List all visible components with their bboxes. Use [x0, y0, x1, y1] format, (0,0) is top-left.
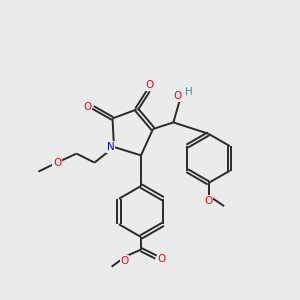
Text: O: O — [174, 91, 182, 101]
Text: O: O — [157, 254, 166, 264]
Text: O: O — [83, 102, 91, 112]
Text: O: O — [53, 158, 61, 168]
Text: O: O — [204, 196, 213, 206]
Text: N: N — [106, 142, 114, 152]
Text: O: O — [145, 80, 153, 90]
Text: H: H — [185, 87, 193, 98]
Text: O: O — [120, 256, 129, 266]
